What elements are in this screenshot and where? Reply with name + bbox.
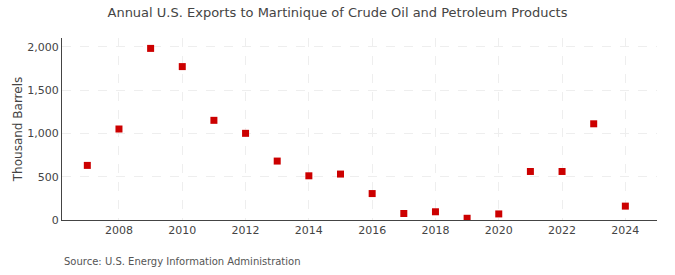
svg-text:Source: U.S. Energy Informatio: Source: U.S. Energy Information Administ… bbox=[64, 256, 301, 267]
svg-text:2020: 2020 bbox=[485, 224, 513, 237]
svg-text:500: 500 bbox=[38, 171, 59, 184]
svg-text:2012: 2012 bbox=[232, 224, 260, 237]
svg-text:1,000: 1,000 bbox=[27, 127, 59, 140]
svg-text:2014: 2014 bbox=[295, 224, 323, 237]
svg-text:2022: 2022 bbox=[548, 224, 576, 237]
svg-text:2016: 2016 bbox=[358, 224, 386, 237]
svg-text:1,500: 1,500 bbox=[27, 84, 59, 97]
svg-text:0: 0 bbox=[52, 214, 59, 227]
svg-text:2010: 2010 bbox=[168, 224, 196, 237]
svg-text:Annual U.S. Exports to Martini: Annual U.S. Exports to Martinique of Cru… bbox=[108, 5, 568, 20]
svg-text:2,000: 2,000 bbox=[27, 41, 59, 54]
svg-text:2024: 2024 bbox=[611, 224, 639, 237]
svg-text:2018: 2018 bbox=[421, 224, 449, 237]
svg-text:Thousand Barrels: Thousand Barrels bbox=[11, 77, 25, 182]
svg-text:2008: 2008 bbox=[105, 224, 133, 237]
